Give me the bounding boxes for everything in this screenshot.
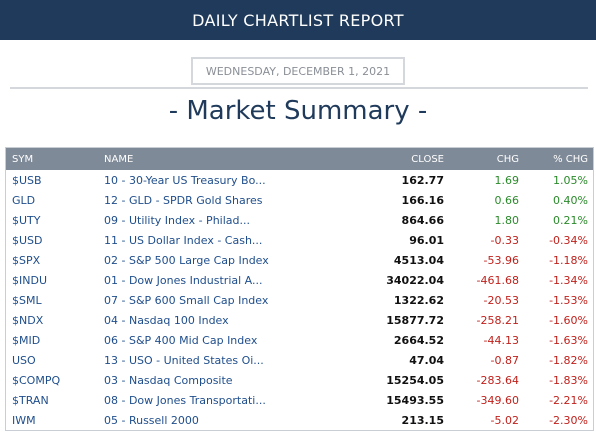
close-value: 162.77 [401, 173, 444, 187]
symbol-link[interactable]: USO [12, 353, 36, 367]
name-link[interactable]: 02 - S&P 500 Large Cap Index [104, 253, 269, 267]
table-body: $USB 10 - 30-Year US Treasury Bo... 162.77… [6, 170, 593, 430]
name-link[interactable]: 04 - Nasdaq 100 Index [104, 313, 229, 327]
name-link[interactable]: 07 - S&P 600 Small Cap Index [104, 293, 269, 307]
percent-change-value: -1.34% [549, 273, 588, 287]
change-value: 1.80 [494, 213, 520, 227]
percent-change-value: -0.34% [549, 233, 588, 247]
close-value: 213.15 [401, 413, 444, 427]
report-date-text: WEDNESDAY, DECEMBER 1, 2021 [205, 64, 391, 78]
symbol-link[interactable]: $INDU [12, 273, 47, 287]
close-value: 864.66 [401, 213, 444, 227]
symbol-link[interactable]: GLD [12, 193, 36, 207]
change-value: -20.53 [483, 293, 519, 307]
header-close[interactable]: CLOSE [411, 153, 444, 165]
close-value: 96.01 [409, 233, 444, 247]
name-link[interactable]: 12 - GLD - SPDR Gold Shares [104, 193, 263, 207]
name-link[interactable]: 11 - US Dollar Index - Cash... [104, 233, 263, 247]
percent-change-value: -1.60% [549, 313, 588, 327]
report-title: DAILY CHARTLIST REPORT [192, 10, 404, 30]
table-row: GLD 12 - GLD - SPDR Gold Shares 166.16 0.66… [6, 190, 593, 210]
header-name[interactable]: NAME [104, 153, 134, 165]
name-link[interactable]: 06 - S&P 400 Mid Cap Index [104, 333, 258, 347]
symbol-link[interactable]: $SPX [12, 253, 41, 267]
name-link[interactable]: 09 - Utility Index - Philad... [104, 213, 250, 227]
change-value: -349.60 [476, 393, 519, 407]
table-row: USO 13 - USO - United States Oi... 47.04 -0… [6, 350, 593, 370]
table-row: $NDX 04 - Nasdaq 100 Index 15877.72 -258.21… [6, 310, 593, 330]
symbol-link[interactable]: $NDX [12, 313, 44, 327]
close-value: 47.04 [409, 353, 444, 367]
percent-change-value: 0.40% [553, 193, 588, 207]
report-date: WEDNESDAY, DECEMBER 1, 2021 [191, 57, 405, 85]
table-row: $MID 06 - S&P 400 Mid Cap Index 2664.52 -44… [6, 330, 593, 350]
table-row: $INDU 01 - Dow Jones Industrial A... 34022… [6, 270, 593, 290]
close-value: 4513.04 [393, 253, 444, 267]
name-link[interactable]: 08 - Dow Jones Transportati... [104, 393, 266, 407]
symbol-link[interactable]: $COMPQ [12, 373, 61, 387]
percent-change-value: -1.83% [549, 373, 588, 387]
percent-change-value: -2.21% [549, 393, 588, 407]
name-link[interactable]: 01 - Dow Jones Industrial A... [104, 273, 263, 287]
name-link[interactable]: 03 - Nasdaq Composite [104, 373, 233, 387]
name-link[interactable]: 13 - USO - United States Oi... [104, 353, 264, 367]
header-sym[interactable]: SYM [12, 153, 34, 165]
header-pct-chg[interactable]: % CHG [553, 153, 588, 165]
close-value: 1322.62 [393, 293, 444, 307]
percent-change-value: -1.53% [549, 293, 588, 307]
symbol-link[interactable]: $UTY [12, 213, 41, 227]
percent-change-value: -1.18% [549, 253, 588, 267]
table-row: $COMPQ 03 - Nasdaq Composite 15254.05 -283.… [6, 370, 593, 390]
symbol-link[interactable]: $TRAN [12, 393, 49, 407]
close-value: 34022.04 [386, 273, 444, 287]
change-value: -461.68 [476, 273, 519, 287]
symbol-link[interactable]: $USD [12, 233, 43, 247]
symbol-link[interactable]: $SML [12, 293, 42, 307]
report-banner: DAILY CHARTLIST REPORT [0, 0, 596, 40]
table-row: $SPX 02 - S&P 500 Large Cap Index 4513.04 -… [6, 250, 593, 270]
divider [10, 87, 588, 89]
symbol-link[interactable]: $USB [12, 173, 42, 187]
close-value: 166.16 [401, 193, 444, 207]
market-summary-table: SYM NAME CLOSE CHG % CHG $USB 10 - 30-Yea… [5, 147, 594, 431]
percent-change-value: -2.30% [549, 413, 588, 427]
percent-change-value: 1.05% [553, 173, 588, 187]
table-row: $TRAN 08 - Dow Jones Transportati... 15493… [6, 390, 593, 410]
symbol-link[interactable]: IWM [12, 413, 36, 427]
percent-change-value: -1.82% [549, 353, 588, 367]
change-value: -0.33 [490, 233, 519, 247]
table-row: $USB 10 - 30-Year US Treasury Bo... 162.77… [6, 170, 593, 190]
table-row: $USD 11 - US Dollar Index - Cash... 96.01 -… [6, 230, 593, 250]
change-value: -283.64 [476, 373, 519, 387]
name-link[interactable]: 10 - 30-Year US Treasury Bo... [104, 173, 266, 187]
header-chg[interactable]: CHG [496, 153, 519, 165]
close-value: 2664.52 [393, 333, 444, 347]
symbol-link[interactable]: $MID [12, 333, 41, 347]
change-value: -5.02 [490, 413, 519, 427]
change-value: 0.66 [494, 193, 520, 207]
name-link[interactable]: 05 - Russell 2000 [104, 413, 199, 427]
close-value: 15254.05 [386, 373, 444, 387]
close-value: 15493.55 [386, 393, 444, 407]
change-value: 1.69 [494, 173, 520, 187]
table-header: SYM NAME CLOSE CHG % CHG [6, 148, 593, 170]
percent-change-value: 0.21% [553, 213, 588, 227]
change-value: -258.21 [476, 313, 519, 327]
percent-change-value: -1.63% [549, 333, 588, 347]
change-value: -44.13 [483, 333, 519, 347]
table-row: $SML 07 - S&P 600 Small Cap Index 1322.62 -… [6, 290, 593, 310]
change-value: -53.96 [483, 253, 519, 267]
table-row: IWM 05 - Russell 2000 213.15 -5.02 -2.30% [6, 410, 593, 430]
close-value: 15877.72 [386, 313, 444, 327]
table-row: $UTY 09 - Utility Index - Philad... 864.66… [6, 210, 593, 230]
section-title: - Market Summary - [168, 96, 428, 126]
change-value: -0.87 [490, 353, 519, 367]
